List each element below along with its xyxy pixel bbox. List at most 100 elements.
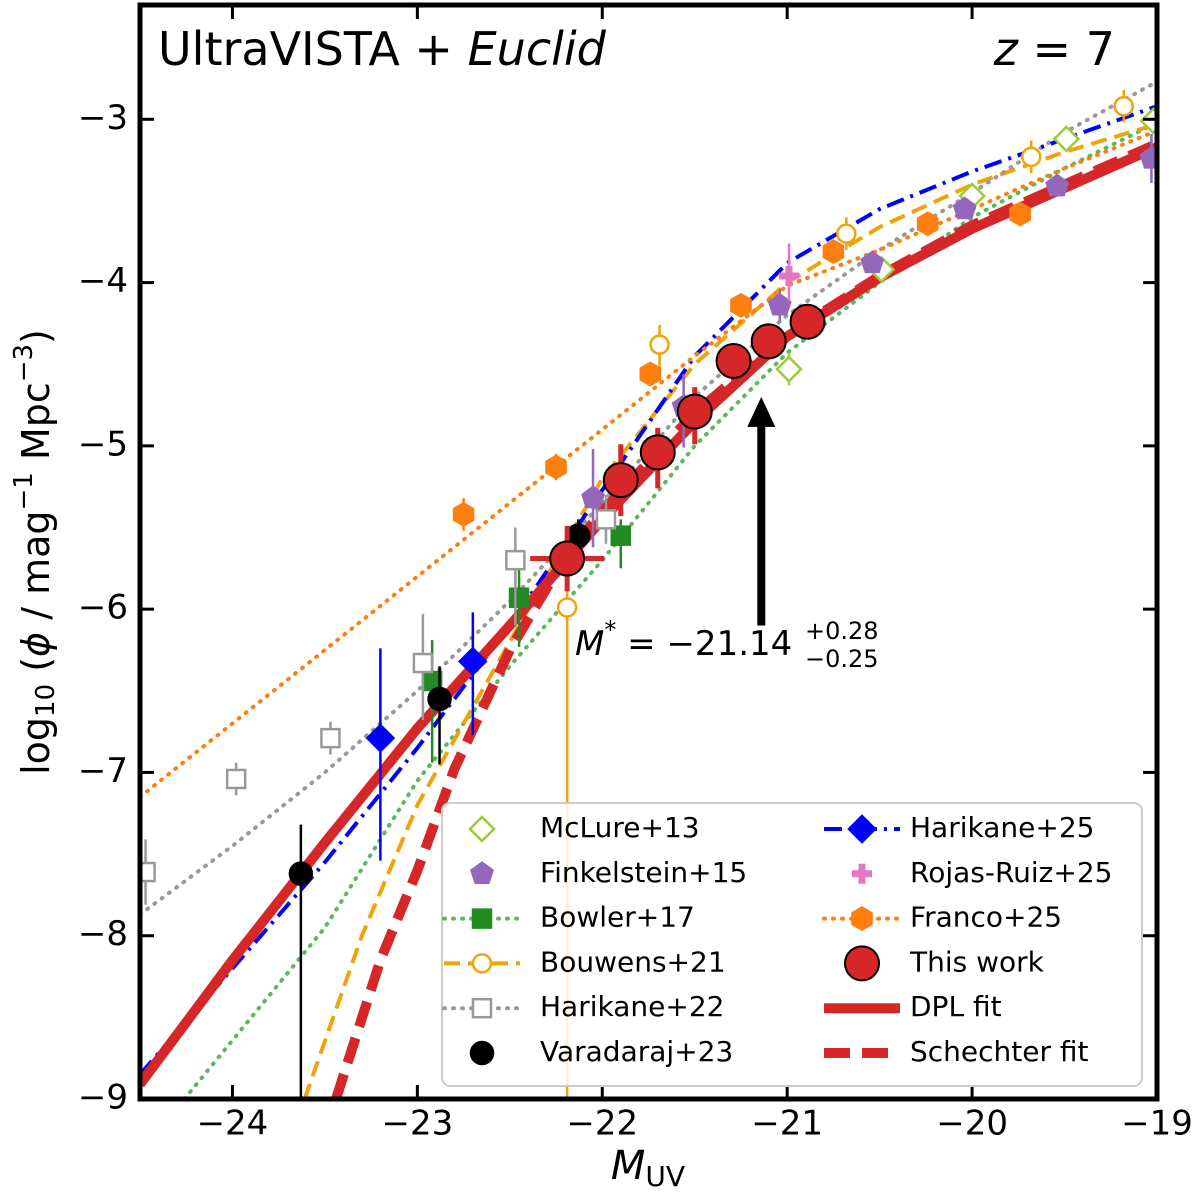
marker — [1021, 146, 1042, 168]
x-label-sub: UV — [645, 1160, 685, 1193]
fit-line — [140, 79, 1157, 917]
marker — [779, 266, 800, 287]
legend-label: Harikane+25 — [910, 811, 1094, 844]
title-text: UltraVISTA + — [158, 22, 468, 76]
marker — [602, 462, 639, 499]
marker — [1009, 201, 1031, 227]
title-italic: Euclid — [468, 22, 607, 76]
x-label-symbol: M — [611, 1143, 646, 1189]
marker — [140, 861, 156, 883]
y-label-part: ( — [14, 657, 58, 684]
marker — [852, 863, 872, 884]
y-axis-label: log10 (ϕ / mag−1 Mpc−3) — [9, 329, 61, 775]
marker — [1139, 145, 1157, 169]
plot-frame — [137, 2, 1160, 1102]
marker — [639, 434, 676, 471]
annotation-err-hi: +0.28 — [805, 617, 879, 645]
annotation-part: M — [575, 624, 604, 664]
marker — [556, 597, 578, 618]
legend-label: This work — [909, 945, 1045, 978]
marker — [225, 768, 247, 790]
marker — [412, 652, 434, 674]
marker — [471, 908, 493, 929]
legend-label: Bowler+17 — [540, 901, 695, 934]
marker — [549, 540, 586, 577]
annotation-part: = −21.14 — [616, 624, 792, 664]
legend-label: Rojas-Ruiz+25 — [910, 856, 1112, 889]
marker — [595, 509, 617, 530]
y-label-part: −3 — [9, 344, 39, 382]
marker — [288, 861, 314, 886]
marker — [715, 342, 752, 379]
y-tick-label: −8 — [78, 914, 128, 954]
y-label-part: / mag — [14, 510, 58, 631]
marker — [452, 501, 475, 527]
annotation-arrowhead — [747, 396, 776, 427]
marker — [545, 454, 567, 480]
marker — [750, 323, 787, 360]
annotation-part: * — [604, 616, 616, 644]
marker — [860, 250, 885, 274]
marker — [1045, 173, 1070, 197]
fit-line — [140, 142, 1157, 1088]
y-tick-label: −5 — [78, 424, 128, 464]
x-tick-label: −24 — [197, 1104, 269, 1144]
fit-line — [140, 128, 1157, 799]
plot-area — [140, 79, 1157, 1099]
y-label-part: 10 — [31, 684, 61, 717]
y-tick-label: −7 — [78, 751, 128, 791]
y-tick-label: −9 — [78, 1078, 128, 1118]
marker — [458, 646, 488, 677]
marker — [469, 1040, 495, 1066]
marker — [505, 549, 526, 571]
x-tick-label: −23 — [381, 1104, 453, 1144]
y-label-part: log — [14, 717, 58, 775]
y-label-part: ) — [14, 329, 58, 344]
marker — [639, 361, 662, 387]
legend-label: Harikane+22 — [540, 990, 724, 1023]
marker — [844, 945, 880, 982]
legend-label: Varadaraj+23 — [540, 1035, 733, 1068]
legend-label: Schechter fit — [910, 1035, 1089, 1068]
marker — [1113, 95, 1134, 117]
legend-label: DPL fit — [910, 990, 1002, 1023]
marker — [1052, 125, 1081, 153]
marker — [471, 953, 493, 974]
marker — [916, 211, 939, 237]
legend: McLure+13 Finkelstein+15 Bowler+17 Bouwens+… — [441, 802, 1143, 1087]
annotation-text: M* = −21.14 — [575, 616, 792, 664]
redshift-value: = 7 — [1018, 22, 1115, 76]
annotation-err-lo: −0.25 — [805, 645, 879, 673]
marker — [1139, 107, 1157, 135]
marker — [471, 997, 493, 1019]
legend-label: Finkelstein+15 — [540, 856, 747, 889]
x-tick-label: −21 — [751, 1104, 823, 1144]
marker — [730, 292, 752, 318]
y-tick-label: −4 — [78, 261, 128, 301]
redshift-symbol: z — [993, 22, 1019, 76]
marker — [610, 525, 632, 546]
marker — [649, 334, 670, 355]
marker — [952, 196, 977, 220]
x-axis-label: MUV — [611, 1143, 685, 1193]
fit-line — [182, 120, 1157, 1099]
marker — [508, 587, 530, 608]
marker — [767, 292, 792, 316]
legend-box — [441, 802, 1143, 1087]
marker — [789, 303, 826, 340]
y-label-part: ϕ — [14, 632, 58, 657]
legend-label: Bouwens+21 — [540, 945, 726, 978]
y-label-part: −1 — [9, 472, 39, 510]
y-tick-label: −6 — [78, 588, 128, 628]
x-tick-label: −22 — [566, 1104, 638, 1144]
chart-title: UltraVISTA + Euclid — [158, 22, 607, 76]
marker — [470, 861, 494, 884]
y-label-part: Mpc — [14, 382, 58, 472]
x-tick-label: −19 — [1121, 1104, 1193, 1144]
marker — [836, 223, 857, 244]
x-tick-label: −20 — [936, 1104, 1008, 1144]
legend-label: McLure+13 — [540, 811, 700, 844]
y-tick-label: −3 — [78, 98, 128, 138]
marker — [365, 723, 396, 753]
